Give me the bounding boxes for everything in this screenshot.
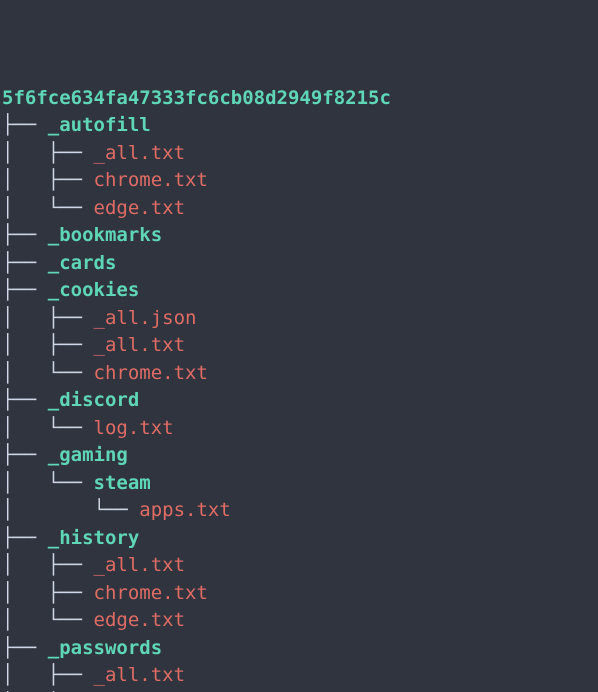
tree-dir-row: ├── _passwords <box>2 635 598 663</box>
tree-file-row: │ ├── _all.txt <box>2 662 598 690</box>
tree-branch: ├── <box>2 637 48 659</box>
tree-dir-row: │ └── steam <box>2 470 598 498</box>
tree-branch: │ └── <box>2 472 94 494</box>
tree-branch: ├── <box>2 279 48 301</box>
tree-dir-row: ├── _history <box>2 525 598 553</box>
tree-branch: ├── <box>2 527 48 549</box>
tree-file-row: │ ├── _all.txt <box>2 332 598 360</box>
tree-dir-row: ├── _cookies <box>2 277 598 305</box>
tree-file-row: │ ├── chrome.txt <box>2 167 598 195</box>
tree-file-row: │ └── chrome.txt <box>2 360 598 388</box>
dir-name: _cards <box>48 252 117 274</box>
tree-file-row: │ └── edge.txt <box>2 195 598 223</box>
tree-dir-row: ├── _cards <box>2 250 598 278</box>
tree-branch: │ └── <box>2 197 94 219</box>
file-name: chrome.txt <box>94 582 208 604</box>
dir-name: _history <box>48 527 140 549</box>
dir-name: _gaming <box>48 444 128 466</box>
file-name: _all.json <box>94 307 197 329</box>
tree-branch: │ └── <box>2 609 94 631</box>
tree-branch: ├── <box>2 224 48 246</box>
tree-dir-row: ├── _autofill <box>2 112 598 140</box>
tree-branch: │ ├── <box>2 582 94 604</box>
tree-branch: │ ├── <box>2 554 94 576</box>
tree-file-row: │ ├── _all.txt <box>2 140 598 168</box>
dir-name: _bookmarks <box>48 224 162 246</box>
tree-branch: │ ├── <box>2 142 94 164</box>
tree-file-row: │ ├── chrome.txt <box>2 580 598 608</box>
tree-file-row: │ ├── _all.txt <box>2 552 598 580</box>
tree-branch: │ ├── <box>2 169 94 191</box>
dir-name: _passwords <box>48 637 162 659</box>
tree-file-row: │ └── edge.txt <box>2 607 598 635</box>
tree-root: 5f6fce634fa47333fc6cb08d2949f8215c <box>2 85 598 113</box>
file-name: _all.txt <box>94 142 186 164</box>
dir-name: _discord <box>48 389 140 411</box>
tree-file-row: │ ├── _all.json <box>2 305 598 333</box>
tree-branch: │ ├── <box>2 334 94 356</box>
file-name: apps.txt <box>139 499 231 521</box>
root-label: 5f6fce634fa47333fc6cb08d2949f8215c <box>2 87 391 109</box>
dir-name: steam <box>94 472 151 494</box>
file-name: chrome.txt <box>94 169 208 191</box>
tree-branch: │ ├── <box>2 307 94 329</box>
tree-dir-row: ├── _discord <box>2 387 598 415</box>
tree-output: 5f6fce634fa47333fc6cb08d2949f8215c ├── _a… <box>2 85 598 692</box>
tree-file-row: │ └── apps.txt <box>2 497 598 525</box>
file-name: _all.txt <box>94 334 186 356</box>
dir-name: _cookies <box>48 279 140 301</box>
tree-file-row: │ └── log.txt <box>2 415 598 443</box>
tree-branch: ├── <box>2 252 48 274</box>
tree-dir-row: ├── _gaming <box>2 442 598 470</box>
tree-branch: ├── <box>2 114 48 136</box>
tree-branch: │ └── <box>2 417 94 439</box>
file-name: edge.txt <box>94 197 186 219</box>
tree-dir-row: ├── _bookmarks <box>2 222 598 250</box>
file-name: _all.txt <box>94 554 186 576</box>
file-name: log.txt <box>94 417 174 439</box>
file-name: edge.txt <box>94 609 186 631</box>
tree-branch: │ └── <box>2 362 94 384</box>
dir-name: _autofill <box>48 114 151 136</box>
tree-branch: ├── <box>2 444 48 466</box>
file-name: chrome.txt <box>94 362 208 384</box>
tree-branch: │ └── <box>2 499 139 521</box>
tree-branch: ├── <box>2 389 48 411</box>
file-name: _all.txt <box>94 664 186 686</box>
tree-branch: │ ├── <box>2 664 94 686</box>
